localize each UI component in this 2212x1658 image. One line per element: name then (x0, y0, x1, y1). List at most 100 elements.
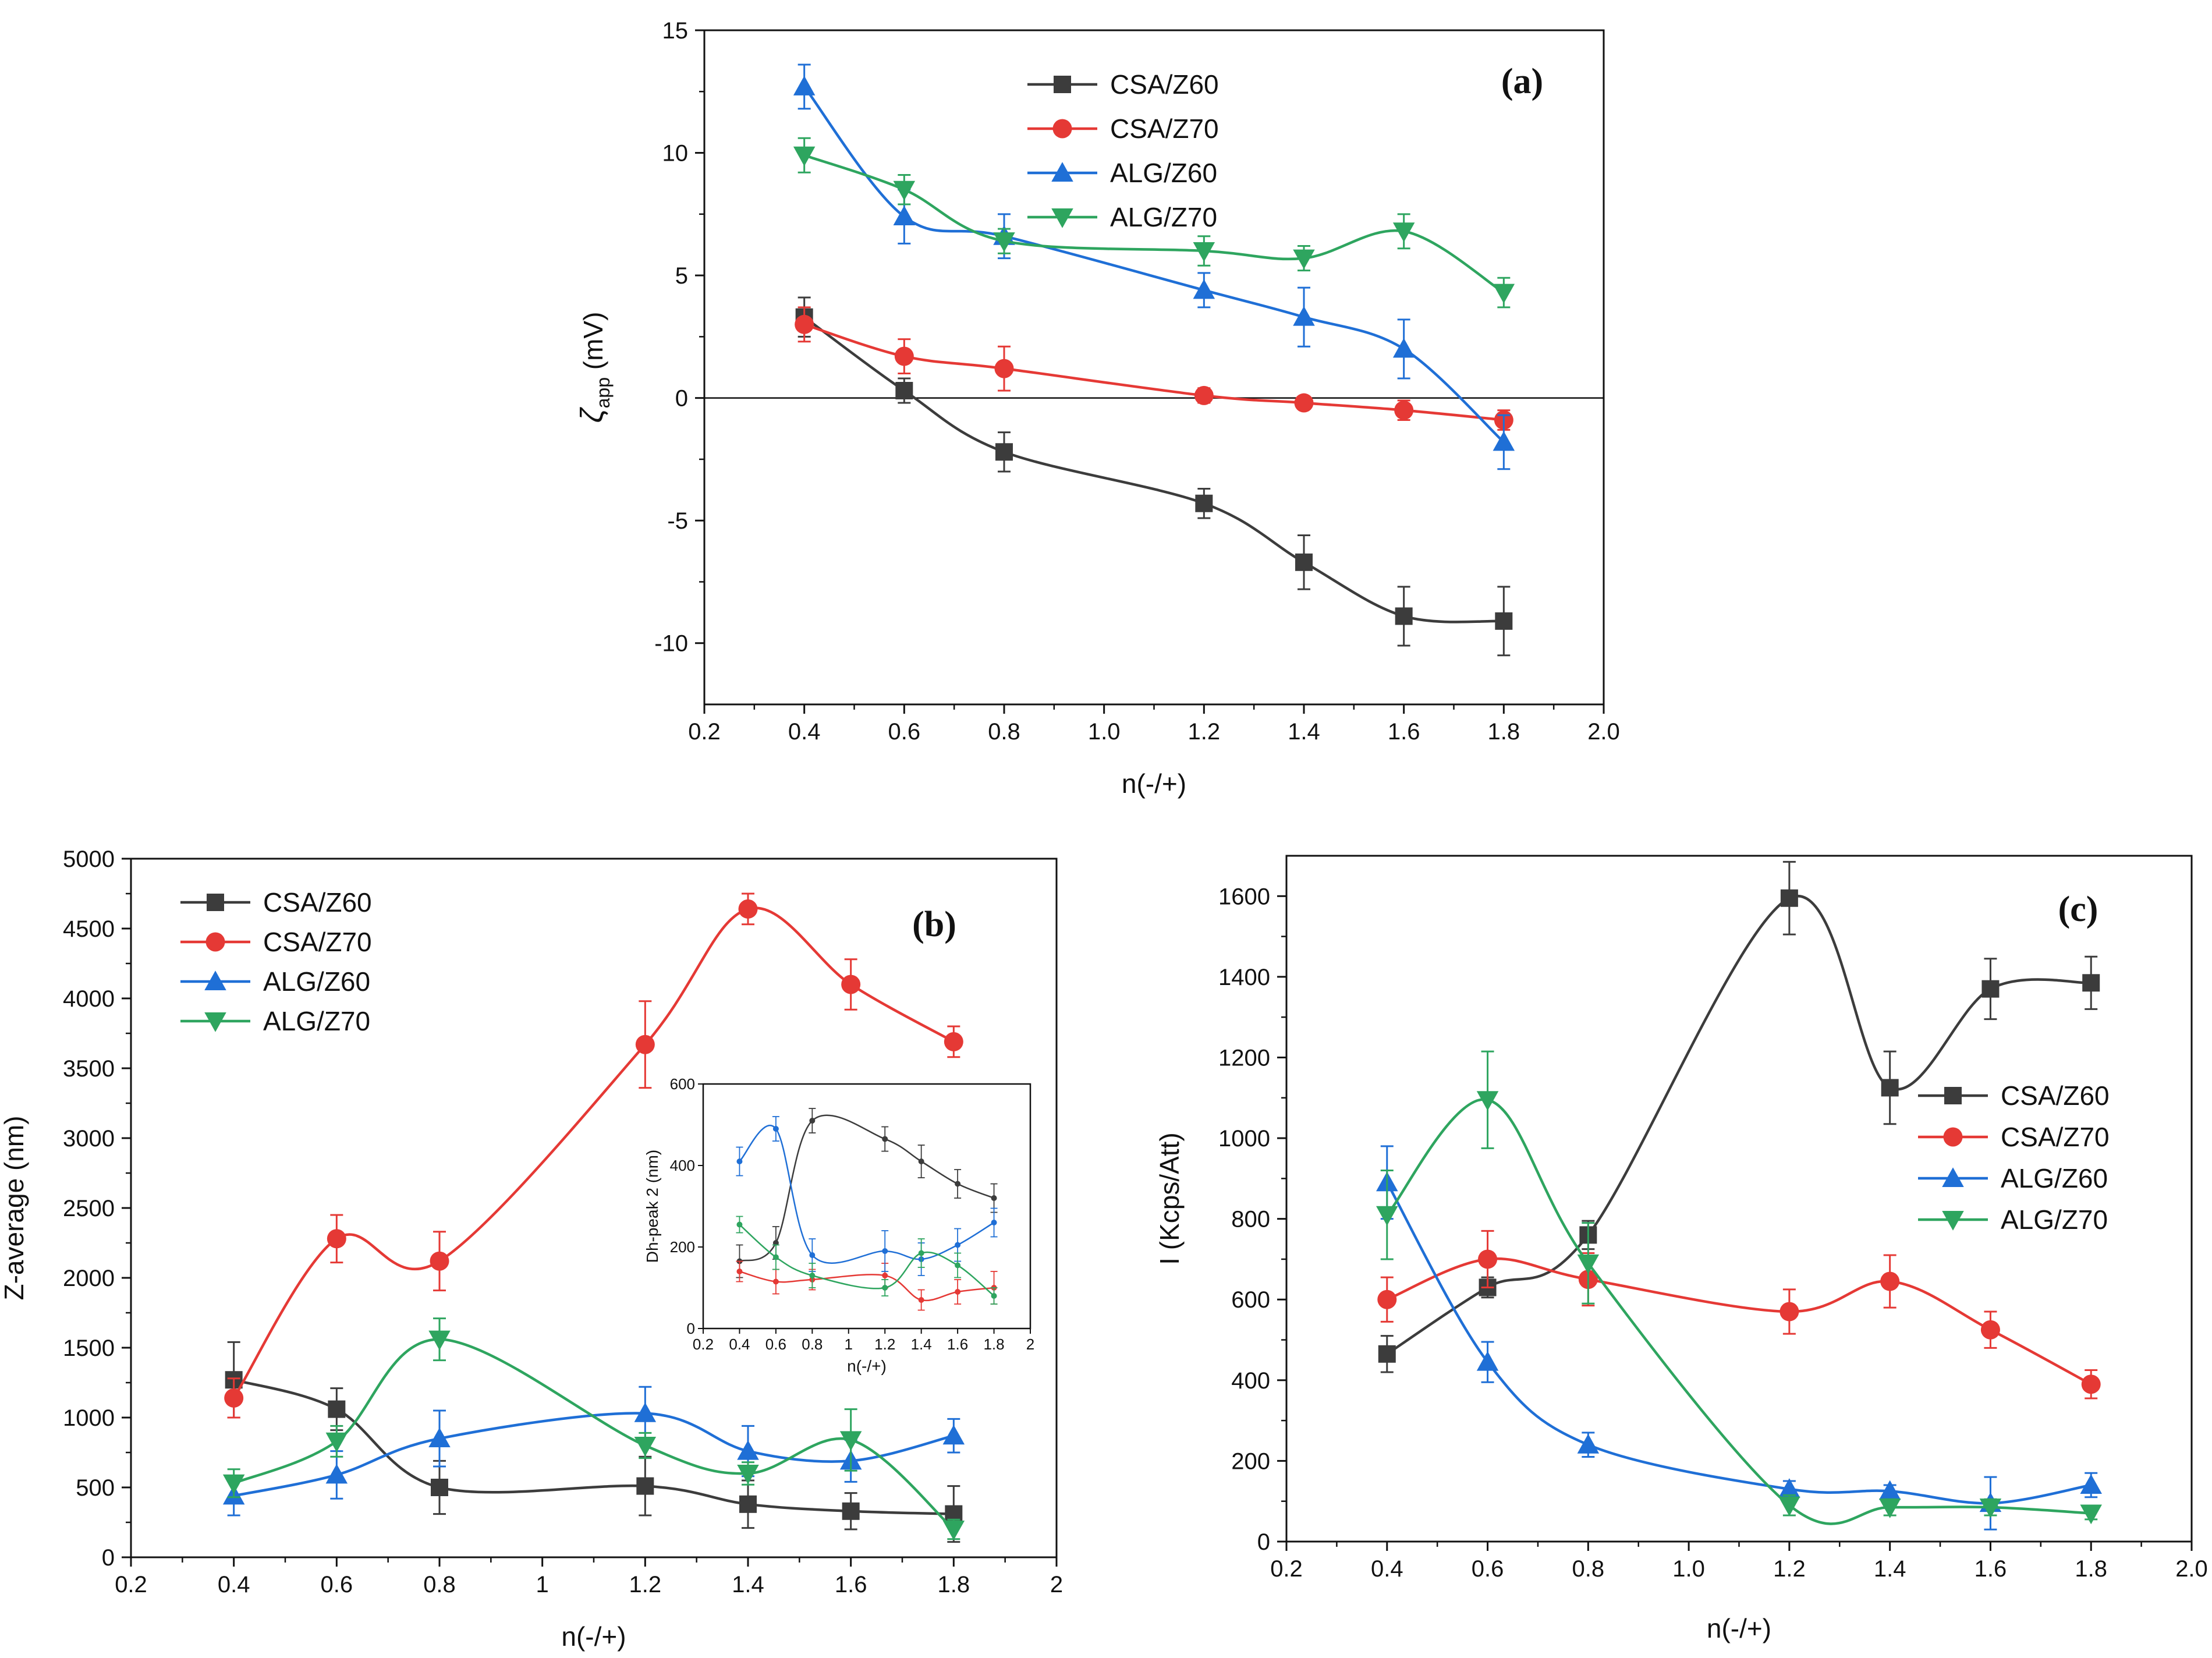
y-tick-label: 400 (1231, 1368, 1270, 1394)
data-point (1778, 1496, 1800, 1517)
data-point (893, 206, 916, 226)
data-point (1394, 401, 1414, 420)
y-axis-unit: (mV) (578, 312, 608, 377)
data-point (1495, 612, 1513, 630)
panel-label-close: ) (1532, 62, 1544, 101)
inset-data-point (736, 1221, 743, 1228)
y-tick-label: 1000 (1218, 1126, 1270, 1152)
data-point (1478, 1249, 1498, 1269)
inset-data-point (955, 1242, 961, 1248)
inset-data-point (772, 1126, 779, 1132)
panel-label-open: ( (912, 905, 924, 944)
y-tick-label: 2500 (63, 1196, 115, 1221)
series-alg-z70 (793, 137, 1515, 309)
inset-x-tick-label: 1 (845, 1335, 853, 1353)
panel-label-close: ) (944, 905, 956, 944)
legend-label: CSA/Z60 (1110, 69, 1219, 100)
x-tick-label: 1 (536, 1572, 549, 1597)
y-axis-title: Z-average (nm) (0, 1116, 29, 1301)
inset-x-tick-label: 1.4 (911, 1335, 932, 1353)
legend-label: CSA/Z70 (1110, 114, 1219, 144)
y-tick-label: 10 (662, 141, 689, 166)
y-tick-label: 4500 (63, 916, 115, 942)
x-tick-label: 0.8 (988, 719, 1020, 745)
x-tick-label: 0.2 (1270, 1556, 1303, 1582)
inset-series-alg-z70 (736, 1216, 998, 1305)
data-point (325, 1432, 348, 1452)
data-point (222, 1474, 245, 1494)
inset-x-tick-label: 0.4 (729, 1335, 750, 1353)
y-tick-label: 800 (1231, 1207, 1270, 1232)
inset-data-point (955, 1181, 961, 1187)
x-tick-label: 1.2 (629, 1572, 662, 1597)
data-point (1577, 1254, 1600, 1274)
data-point (1293, 249, 1315, 270)
data-point (795, 314, 814, 334)
data-point (1880, 1271, 1900, 1291)
x-tick-label: 0.2 (688, 719, 721, 745)
x-tick-label: 1.4 (1874, 1556, 1906, 1582)
data-point (634, 1437, 657, 1457)
data-point (1377, 1289, 1397, 1309)
data-point (738, 899, 758, 919)
inset-data-point (772, 1278, 779, 1285)
inset-series-csa-z60 (736, 1108, 998, 1278)
data-point (224, 1388, 244, 1408)
inset-data-point (955, 1262, 961, 1269)
data-point (1294, 393, 1314, 413)
y-tick-label: 500 (76, 1475, 115, 1501)
y-tick-label: 1200 (1218, 1045, 1270, 1071)
y-tick-label: 1000 (63, 1405, 115, 1431)
legend-marker (1942, 1167, 1964, 1187)
data-point (1376, 1206, 1398, 1226)
inset-y-tick-label: 600 (670, 1075, 695, 1093)
data-point (942, 1425, 965, 1445)
legend-marker (205, 932, 225, 952)
x-axis-title: n(-/+) (1707, 1613, 1771, 1643)
y-tick-label: 3000 (63, 1126, 115, 1152)
y-tick-label: 1600 (1218, 884, 1270, 909)
panel-label: (c) (2058, 890, 2098, 929)
data-point (841, 975, 861, 994)
x-tick-label: 2.0 (2175, 1556, 2208, 1582)
inset-data-point (882, 1136, 888, 1142)
inset-data-point (991, 1293, 997, 1299)
y-tick-label: 0 (675, 386, 688, 412)
legend: CSA/Z60 CSA/Z70 ALG/Z60 ALG/Z70 (180, 887, 372, 1036)
inset-x-tick-label: 0.6 (765, 1335, 786, 1353)
data-point (1878, 1498, 1901, 1518)
data-point (1193, 279, 1215, 299)
data-point (839, 1431, 862, 1451)
x-tick-label: 0.4 (1371, 1556, 1403, 1582)
inset-data-point (918, 1297, 924, 1303)
series-csa-z70 (224, 892, 963, 1419)
inset-data-point (882, 1248, 888, 1254)
inset-data-point (918, 1250, 924, 1256)
data-point (737, 1440, 759, 1460)
data-point (737, 1465, 759, 1485)
panel-label-letter: b (924, 905, 944, 944)
x-tick-label: 0.2 (115, 1572, 147, 1597)
panel-label-letter: a (1513, 62, 1532, 101)
panel-label-open: ( (1501, 62, 1513, 101)
legend-label: ALG/Z60 (2001, 1163, 2108, 1193)
y-tick-label: 15 (662, 18, 689, 44)
inset-data-point (918, 1159, 924, 1164)
data-point (636, 1477, 654, 1495)
inset-x-tick-label: 1.6 (947, 1335, 968, 1353)
inset-data-point (809, 1118, 816, 1124)
inset-data-point (882, 1285, 888, 1291)
data-point (1979, 1498, 2002, 1518)
data-point (1476, 1351, 1499, 1371)
inset-y-tick-label: 0 (687, 1320, 695, 1337)
x-tick-label: 1.6 (835, 1572, 867, 1597)
legend-marker (1051, 162, 1073, 182)
x-tick-label: 0.6 (1472, 1556, 1504, 1582)
series-csa-z60 (225, 1341, 963, 1543)
legend-label: ALG/Z60 (263, 966, 370, 997)
series-csa-z60 (1378, 860, 2100, 1373)
y-tick-label: 600 (1231, 1287, 1270, 1313)
y-tick-label: 200 (1231, 1448, 1270, 1474)
x-tick-label: 1.4 (1288, 719, 1320, 745)
x-tick-label: 1.0 (1672, 1556, 1705, 1582)
